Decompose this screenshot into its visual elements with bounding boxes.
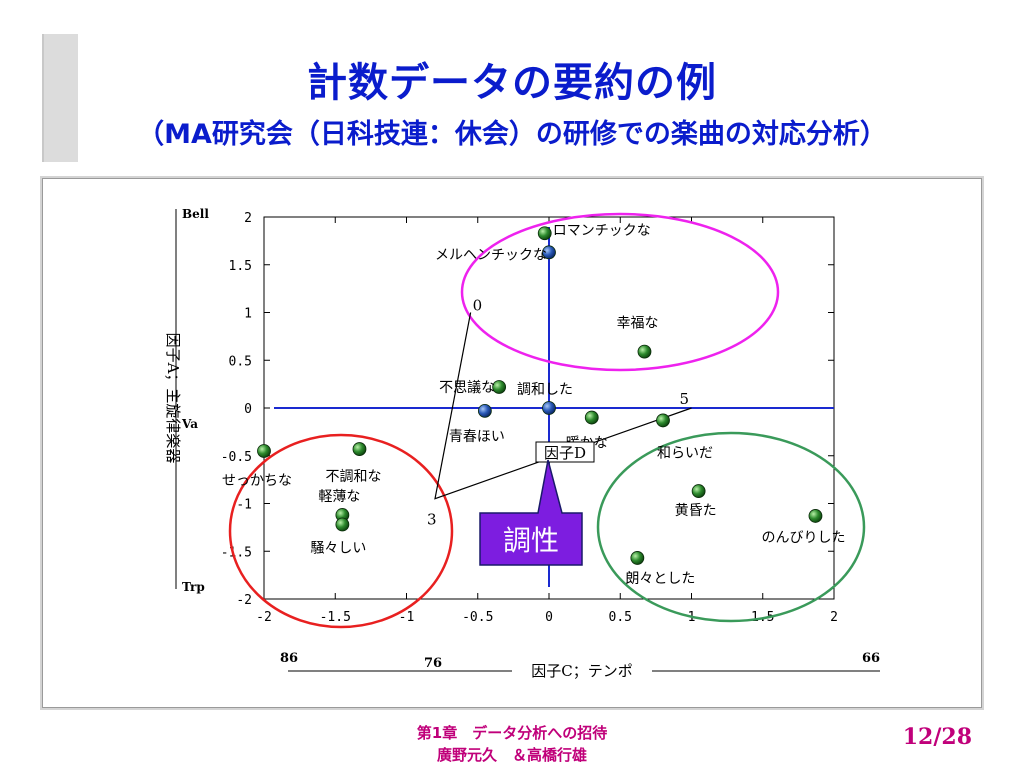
data-point-label: 和らいだ (657, 445, 713, 461)
y-tick-label: -1.5 (221, 545, 252, 560)
red-group-ellipse (228, 433, 454, 629)
x-tick-label: -1.5 (320, 610, 351, 625)
data-point-label: 朗々とした (625, 571, 695, 587)
data-point-label: 不思議な (439, 379, 495, 396)
data-point (335, 517, 350, 532)
data-point (656, 413, 670, 428)
key-callout-box (479, 459, 583, 566)
data-point-label: のんびりした (761, 530, 845, 546)
data-point-label: 軽薄な (318, 489, 360, 505)
factor-d-label-box (535, 441, 595, 463)
tempo-label-76: 76 (424, 656, 442, 671)
factor-d-point-label: 0 (473, 297, 483, 315)
x-tick-label: -2 (256, 610, 272, 625)
x-tick-label: -0.5 (462, 610, 493, 625)
data-point (477, 403, 492, 418)
data-point-label: 黄昏た (675, 502, 717, 519)
factor-d-line (434, 312, 692, 500)
factor-d-point-label: 5 (680, 390, 690, 408)
x-axis-title: 因子C；テンポ (531, 662, 632, 680)
factor-d-label: 因子D (544, 444, 586, 462)
slide-subtitle: （MA研究会（日科技連：休会）の研修での楽曲の対応分析） (137, 119, 887, 150)
data-point-label: せっかちな (222, 473, 292, 489)
data-point (257, 444, 271, 458)
data-point-label: 青春ほい (449, 429, 505, 445)
tempo-label-86: 86 (280, 651, 298, 666)
y-tick-label: 0 (244, 402, 252, 417)
data-point-label: 不調和な (325, 469, 381, 485)
slide-title: 計数データの要約の例 (307, 60, 717, 106)
x-axis-title-bg (512, 660, 652, 680)
chart-frame-inner (42, 178, 982, 708)
data-point-label: ロマンチックな (553, 223, 651, 239)
x-tick-label: -1 (399, 610, 415, 625)
instrument-label-va: Va (181, 417, 198, 431)
x-tick-label: 2 (830, 610, 838, 625)
y-tick-label: -2 (236, 593, 252, 608)
y-tick-label: 2 (244, 211, 252, 226)
footer-chapter: 第1章 データ分析への招待 (416, 724, 608, 742)
tempo-label-66: 66 (862, 651, 880, 666)
data-point (637, 344, 652, 359)
data-point (691, 484, 706, 498)
data-point-label: 騒々しい (310, 541, 366, 557)
instrument-label-trp: Trp (182, 580, 205, 594)
key-callout-label: 調性 (503, 524, 559, 557)
factor-d-point-label: 3 (427, 511, 437, 529)
magenta-group-ellipse (460, 212, 780, 372)
data-point (542, 245, 556, 260)
x-tick-label: 0.5 (609, 610, 632, 625)
data-point (808, 509, 823, 523)
data-point (630, 551, 645, 565)
y-tick-label: 1.5 (229, 259, 252, 274)
data-point-label: メルヘンチックな (435, 247, 547, 263)
data-point (542, 401, 556, 415)
data-point (584, 410, 599, 425)
data-point-label: 調和した (517, 382, 573, 398)
title-accent-bar (42, 34, 78, 162)
data-point (537, 226, 552, 241)
green-group-ellipse (596, 431, 866, 623)
x-tick-label: 0 (545, 610, 553, 625)
instrument-label-bell: Bell (182, 207, 209, 221)
data-point-label: 幸福な (616, 316, 658, 332)
page-number: 12/28 (902, 724, 972, 750)
data-point (352, 442, 367, 456)
y-tick-label: 0.5 (229, 354, 252, 369)
chart-frame (40, 176, 984, 710)
footer-authors: 廣野元久 ＆高橋行雄 (436, 746, 587, 764)
y-tick-label: 1 (244, 307, 252, 322)
y-tick-label: -1 (236, 498, 252, 513)
y-tick-label: -0.5 (221, 450, 252, 465)
data-point (492, 380, 507, 394)
y-axis-title: 因子A；主旋律楽器 (164, 333, 182, 464)
